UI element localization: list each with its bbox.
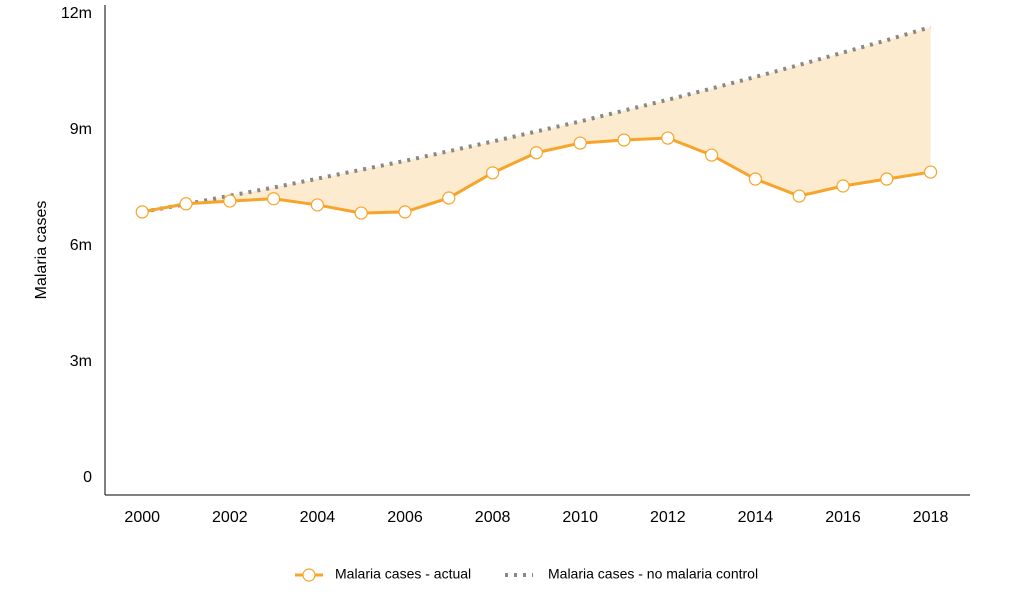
y-axis-label: Malaria cases	[33, 201, 50, 300]
x-tick-label: 2006	[387, 509, 423, 526]
y-tick-label: 0	[83, 469, 92, 486]
point	[704, 148, 719, 162]
x-tick-label: 2016	[825, 509, 861, 526]
point	[354, 206, 368, 220]
x-tick-label: 2012	[650, 509, 686, 526]
point	[486, 166, 500, 180]
point	[792, 189, 806, 203]
point	[836, 179, 850, 193]
point	[398, 205, 412, 219]
legend-label: Malaria cases - actual	[335, 566, 471, 582]
point	[135, 205, 149, 219]
y-tick-label: 3m	[70, 353, 92, 370]
x-tick-label: 2000	[124, 509, 160, 526]
gap-area	[142, 27, 931, 214]
point	[880, 172, 894, 186]
point	[748, 172, 762, 186]
point	[267, 192, 281, 206]
x-tick-label: 2008	[475, 509, 511, 526]
legend-marker	[302, 568, 316, 582]
x-tick-label: 2014	[738, 509, 774, 526]
point	[529, 146, 544, 160]
point	[661, 131, 675, 145]
point	[223, 194, 237, 208]
y-tick-label: 12m	[61, 5, 92, 22]
point	[179, 197, 193, 211]
x-tick-label: 2018	[913, 509, 949, 526]
y-tick-label: 6m	[70, 237, 92, 254]
legend-label: Malaria cases - no malaria control	[548, 566, 758, 582]
point	[617, 133, 631, 147]
x-tick-label: 2002	[212, 509, 248, 526]
y-tick-label: 9m	[70, 121, 92, 138]
point	[442, 191, 456, 205]
x-tick-label: 2004	[300, 509, 336, 526]
point	[923, 165, 938, 179]
x-tick-label: 2010	[562, 509, 598, 526]
point	[573, 136, 587, 150]
point	[310, 198, 325, 212]
